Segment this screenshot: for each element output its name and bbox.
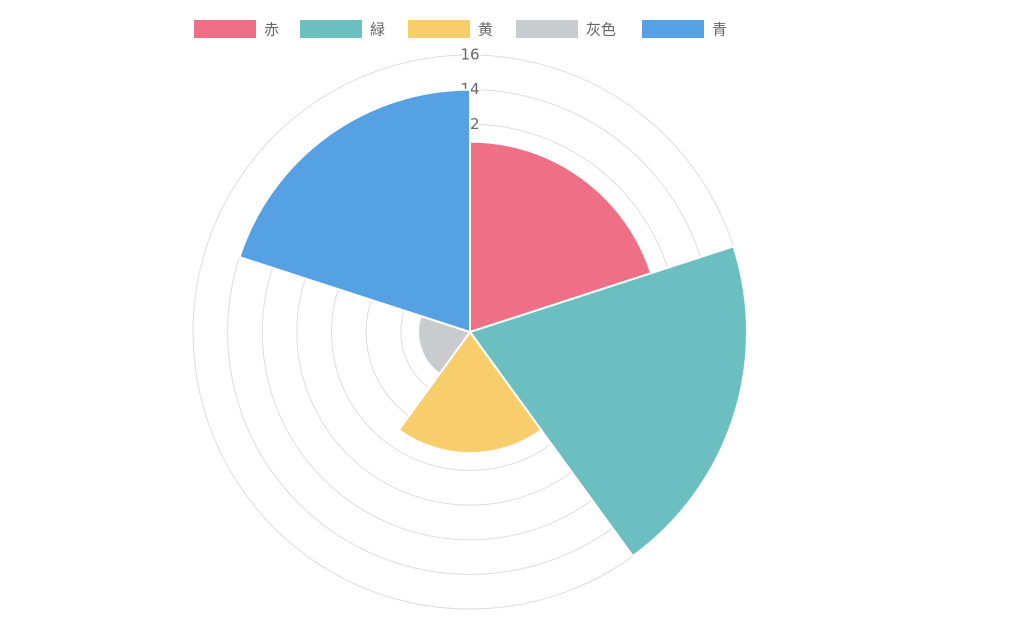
legend-label: 灰色 [586,21,616,39]
legend-label: 緑 [370,21,385,39]
legend-swatch [642,20,704,38]
polar-segment [397,330,543,455]
polar-segment [468,245,748,558]
legend-swatch [300,20,362,38]
legend-swatch [408,20,470,38]
polar-segment [469,140,653,334]
r-tick-label: 16 [460,46,479,64]
polar-segment [417,314,472,376]
polar-segment [238,88,471,334]
legend-swatch [194,20,256,38]
legend-swatch [516,20,578,38]
legend-label: 青 [712,21,727,39]
legend-label: 赤 [264,21,279,39]
legend-label: 黄 [478,21,493,39]
